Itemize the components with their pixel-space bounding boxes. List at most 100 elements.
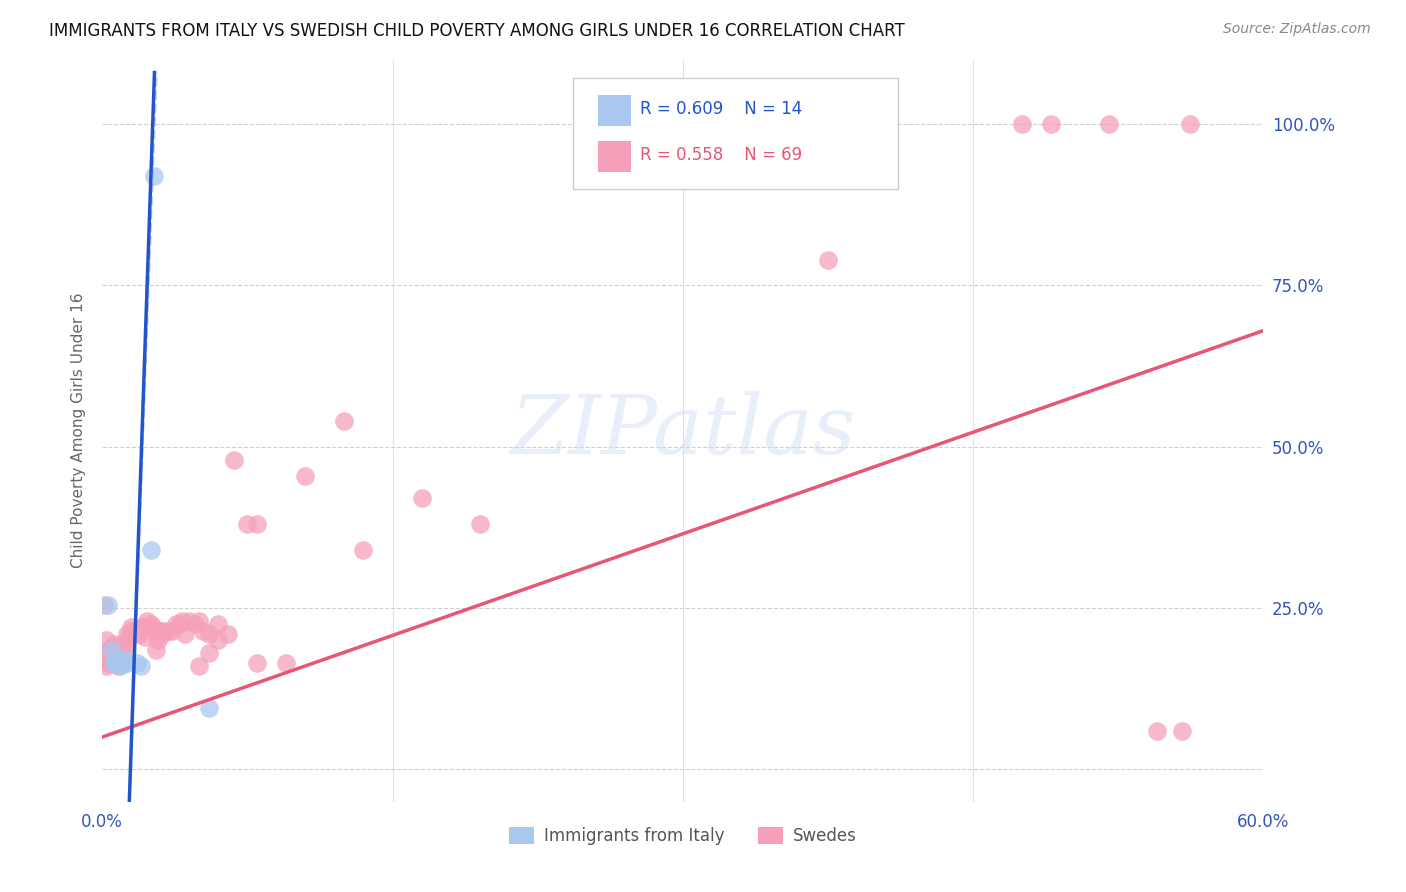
Point	[207, 633, 229, 648]
Point	[129, 620, 152, 634]
Point	[103, 636, 125, 650]
Point	[98, 656, 121, 670]
Point	[207, 617, 229, 632]
Legend: Immigrants from Italy, Swedes: Immigrants from Italy, Swedes	[509, 827, 856, 846]
Point	[197, 701, 219, 715]
Point	[174, 627, 197, 641]
Point	[170, 614, 193, 628]
Point	[120, 620, 142, 634]
Point	[129, 659, 152, 673]
Point	[333, 414, 356, 428]
Point	[1146, 723, 1168, 738]
Point	[179, 614, 201, 628]
Point	[104, 656, 127, 670]
Text: R = 0.609    N = 14: R = 0.609 N = 14	[640, 100, 801, 118]
Point	[101, 643, 124, 657]
Point	[108, 656, 131, 670]
Point	[411, 491, 433, 506]
Point	[114, 649, 136, 664]
Point	[104, 643, 127, 657]
Point	[117, 627, 139, 641]
Point	[118, 630, 141, 644]
Point	[124, 624, 146, 638]
Point	[104, 656, 127, 670]
Point	[107, 649, 129, 664]
Point	[135, 614, 157, 628]
Point	[110, 636, 132, 650]
Point	[197, 627, 219, 641]
Point	[132, 620, 155, 634]
Point	[128, 627, 150, 641]
Point	[139, 543, 162, 558]
Point	[274, 656, 297, 670]
Point	[188, 614, 211, 628]
Point	[110, 656, 132, 670]
Point	[169, 617, 191, 632]
Point	[129, 624, 152, 638]
Point	[353, 543, 375, 558]
Point	[125, 624, 148, 638]
Point	[97, 656, 120, 670]
Point	[97, 598, 120, 612]
Point	[98, 646, 121, 660]
Point	[191, 624, 214, 638]
Point	[101, 640, 124, 654]
Point	[101, 652, 124, 666]
Point	[165, 617, 187, 632]
Point	[93, 598, 115, 612]
Text: R = 0.558    N = 69: R = 0.558 N = 69	[640, 146, 801, 164]
Point	[117, 656, 139, 670]
Point	[468, 517, 491, 532]
Point	[145, 643, 167, 657]
Point	[97, 643, 120, 657]
Text: ZIPatlas: ZIPatlas	[510, 391, 856, 471]
Point	[1097, 117, 1119, 131]
FancyBboxPatch shape	[572, 78, 897, 189]
Point	[188, 659, 211, 673]
Point	[122, 627, 145, 641]
Point	[153, 624, 176, 638]
Point	[112, 656, 135, 670]
Point	[108, 659, 131, 673]
Point	[817, 252, 839, 267]
Point	[217, 627, 239, 641]
Point	[149, 624, 172, 638]
Bar	[598, 141, 630, 172]
Point	[107, 659, 129, 673]
Point	[1039, 117, 1062, 131]
Text: Source: ZipAtlas.com: Source: ZipAtlas.com	[1223, 22, 1371, 37]
Point	[1178, 117, 1201, 131]
Point	[197, 646, 219, 660]
Point	[143, 169, 166, 183]
Point	[143, 624, 166, 638]
Point	[294, 468, 316, 483]
Point	[114, 652, 136, 666]
Point	[184, 617, 207, 632]
Bar	[598, 95, 630, 126]
Y-axis label: Child Poverty Among Girls Under 16: Child Poverty Among Girls Under 16	[72, 293, 86, 568]
Point	[94, 633, 117, 648]
Point	[114, 636, 136, 650]
Point	[148, 633, 170, 648]
Point	[141, 620, 163, 634]
Point	[120, 624, 142, 638]
Point	[139, 617, 162, 632]
Point	[1171, 723, 1194, 738]
Point	[246, 517, 269, 532]
Point	[134, 630, 156, 644]
Point	[156, 624, 179, 638]
Point	[125, 656, 148, 670]
Point	[103, 649, 125, 664]
Point	[138, 620, 160, 634]
Point	[246, 656, 269, 670]
Point	[103, 656, 125, 670]
Point	[110, 652, 132, 666]
Point	[150, 627, 173, 641]
Point	[160, 624, 183, 638]
Point	[1011, 117, 1033, 131]
Text: IMMIGRANTS FROM ITALY VS SWEDISH CHILD POVERTY AMONG GIRLS UNDER 16 CORRELATION : IMMIGRANTS FROM ITALY VS SWEDISH CHILD P…	[49, 22, 905, 40]
Point	[94, 659, 117, 673]
Point	[222, 452, 245, 467]
Point	[107, 652, 129, 666]
Point	[236, 517, 259, 532]
